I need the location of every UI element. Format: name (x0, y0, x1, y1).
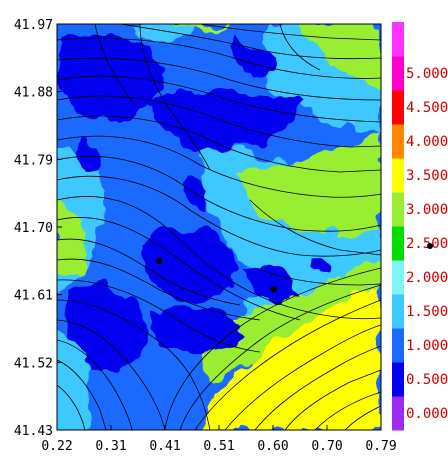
colorbar-label: 0.500 (406, 372, 448, 388)
colorbar-segment (392, 328, 404, 363)
colorbar-segment (392, 90, 404, 125)
colorbar-label: 0.000 (406, 406, 448, 422)
station-marker (156, 257, 163, 265)
colorbar-label: 4.000 (406, 134, 448, 150)
y-tick-label: 41.70 (14, 221, 53, 236)
colorbar-label: 1.000 (406, 338, 448, 354)
y-axis: 41.97 41.88 41.79 41.70 41.61 41.52 41.43 (14, 18, 62, 439)
x-axis: 0.22 0.31 0.41 0.51 0.60 0.70 0.79 (41, 425, 397, 454)
colorbar-segment (392, 192, 404, 227)
x-tick-label: 0.70 (311, 439, 342, 454)
streamlines (57, 24, 381, 430)
colorbar-segment (392, 22, 404, 57)
station-marker (270, 286, 277, 293)
colorbar: 0.000 0.500 1.000 1.500 2.000 2.500 3.000 3.500… (392, 22, 448, 431)
colorbar-segment (392, 124, 404, 159)
x-tick-label: 0.41 (149, 439, 180, 454)
colorbar-segment (392, 56, 404, 91)
x-tick-label: 0.31 (95, 439, 126, 454)
colorbar-segment (392, 260, 404, 295)
station-markers (156, 257, 277, 293)
colorbar-segment (392, 396, 404, 431)
y-tick-label: 41.88 (14, 86, 53, 101)
x-tick-label: 0.79 (365, 439, 396, 454)
y-tick-label: 41.97 (14, 18, 53, 33)
colorbar-label: 2.000 (406, 270, 448, 286)
y-tick-label: 41.61 (14, 289, 53, 304)
colorbar-segment (392, 294, 404, 329)
y-tick-label: 41.52 (14, 356, 53, 371)
y-tick-label: 41.79 (14, 153, 53, 168)
x-tick-label: 0.60 (257, 439, 288, 454)
x-tick-label: 0.22 (41, 439, 72, 454)
x-tick-label: 0.51 (203, 439, 234, 454)
y-tick-label: 41.43 (14, 424, 53, 439)
colorbar-label: 4.500 (406, 100, 448, 116)
colorbar-segment (392, 362, 404, 397)
colorbar-label: 5.000 (406, 66, 448, 82)
colorbar-label: 1.500 (406, 304, 448, 320)
colorbar-segment (392, 226, 404, 261)
colorbar-label: 3.500 (406, 168, 448, 184)
colorbar-label: 3.000 (406, 202, 448, 218)
colorbar-segment (392, 158, 404, 193)
legend-dot (427, 243, 433, 249)
colorbar-label: 2.500 (406, 236, 448, 252)
